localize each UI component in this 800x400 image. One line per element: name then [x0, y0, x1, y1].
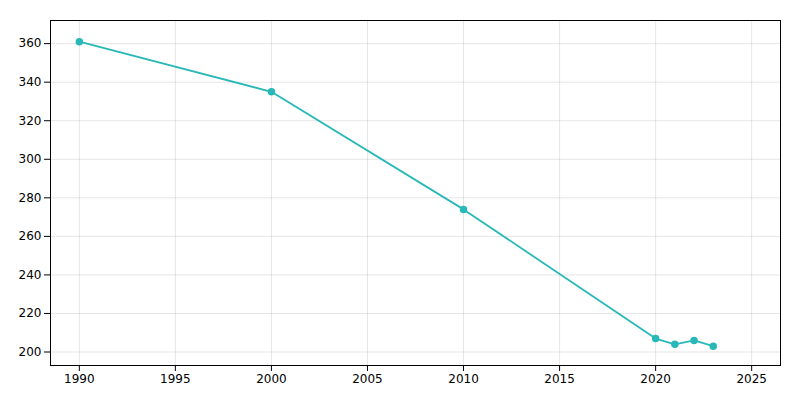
svg-text:2010: 2010: [448, 372, 479, 386]
svg-text:280: 280: [19, 191, 42, 205]
svg-text:360: 360: [19, 36, 42, 50]
svg-text:320: 320: [19, 114, 42, 128]
svg-text:1995: 1995: [160, 372, 191, 386]
svg-text:240: 240: [19, 268, 42, 282]
svg-text:220: 220: [19, 306, 42, 320]
svg-text:1990: 1990: [64, 372, 95, 386]
svg-text:340: 340: [19, 75, 42, 89]
svg-text:2015: 2015: [544, 372, 575, 386]
svg-text:2000: 2000: [256, 372, 287, 386]
svg-text:2005: 2005: [352, 372, 383, 386]
svg-text:300: 300: [19, 152, 42, 166]
svg-text:200: 200: [19, 345, 42, 359]
svg-text:260: 260: [19, 229, 42, 243]
svg-text:2020: 2020: [640, 372, 671, 386]
svg-text:2025: 2025: [736, 372, 767, 386]
